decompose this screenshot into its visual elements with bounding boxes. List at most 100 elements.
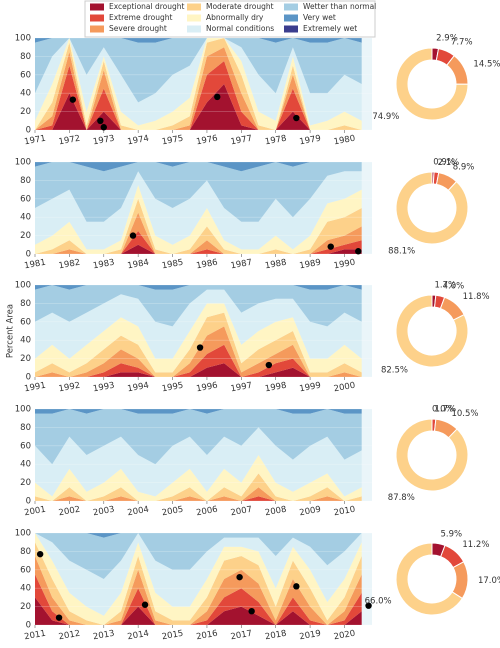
area-layer bbox=[35, 162, 362, 172]
y-axis-label: Percent Area bbox=[6, 304, 16, 358]
area-layer bbox=[35, 533, 362, 579]
donut-label: 0.9% bbox=[433, 158, 455, 168]
area-layer bbox=[35, 38, 362, 130]
area-layer bbox=[35, 38, 362, 130]
x-tick-label: 1999 bbox=[299, 381, 322, 395]
legend-label: Moderate drought bbox=[206, 2, 274, 11]
area-layer bbox=[35, 303, 362, 373]
area-layer bbox=[35, 289, 362, 359]
area-layer bbox=[35, 47, 362, 131]
drought-point bbox=[69, 96, 77, 103]
y-tick-label: 0 bbox=[26, 126, 31, 136]
y-tick-label: 60 bbox=[20, 194, 31, 204]
x-tick-label: 2018 bbox=[264, 629, 287, 643]
donut-label: 0.0% bbox=[432, 405, 454, 415]
donut-slice bbox=[395, 47, 469, 121]
x-tick-label: 2004 bbox=[127, 505, 150, 519]
area-layer bbox=[35, 409, 362, 414]
y-tick-label: 0 bbox=[26, 497, 31, 507]
y-tick-label: 20 bbox=[20, 231, 31, 241]
area-layer bbox=[35, 533, 362, 538]
legend-label: Exceptional drought bbox=[109, 2, 185, 11]
donut-slice bbox=[395, 171, 469, 245]
donut-label: 11.8% bbox=[463, 292, 490, 302]
x-tick-label: 2020 bbox=[333, 629, 356, 643]
x-tick-label: 1993 bbox=[92, 381, 115, 395]
y-tick-label: 40 bbox=[20, 213, 31, 223]
legend-swatch bbox=[284, 3, 298, 11]
donut-label: 14.5% bbox=[473, 60, 500, 70]
x-tick-label: 1982 bbox=[58, 258, 81, 272]
area-layer bbox=[35, 171, 362, 250]
x-tick-label: 1976 bbox=[196, 134, 219, 148]
legend-swatch bbox=[187, 14, 201, 22]
drought-point bbox=[365, 602, 372, 609]
legend-label: Normal conditions bbox=[206, 24, 274, 33]
area-layer bbox=[35, 427, 362, 497]
x-tick-label: 2011 bbox=[24, 629, 47, 643]
y-tick-label: 100 bbox=[15, 529, 31, 539]
donut-label: 1.7% bbox=[434, 405, 456, 415]
x-tick-label: 2012 bbox=[58, 629, 81, 643]
drought-point bbox=[293, 583, 300, 590]
x-tick-label: 1972 bbox=[58, 134, 81, 148]
drought-point bbox=[55, 614, 63, 621]
area-layer bbox=[35, 455, 362, 501]
y-tick-label: 80 bbox=[20, 423, 31, 433]
legend-swatch bbox=[187, 3, 201, 11]
y-tick-label: 80 bbox=[20, 299, 31, 309]
x-tick-label: 1971 bbox=[24, 134, 47, 148]
drought-point bbox=[355, 248, 362, 255]
x-tick-label: 1973 bbox=[92, 134, 115, 148]
drought-point bbox=[129, 232, 137, 239]
y-tick-label: 0 bbox=[26, 621, 31, 631]
legend-swatch bbox=[284, 25, 298, 33]
area-layer bbox=[35, 409, 362, 465]
area-layer bbox=[35, 487, 362, 501]
legend-swatch bbox=[284, 14, 298, 22]
x-tick-label: 2010 bbox=[333, 505, 356, 519]
legend-swatch bbox=[90, 25, 104, 33]
area-layer bbox=[35, 38, 362, 103]
area-layer bbox=[35, 533, 362, 625]
area-layer bbox=[35, 473, 362, 501]
drought-point bbox=[196, 344, 204, 351]
x-tick-label: 2017 bbox=[230, 629, 253, 643]
y-tick-label: 0 bbox=[26, 250, 31, 260]
x-tick-label: 1987 bbox=[230, 258, 253, 272]
area-layer bbox=[35, 38, 362, 126]
area-layer bbox=[35, 533, 362, 616]
x-tick-label: 1983 bbox=[92, 258, 115, 272]
legend-label: Extreme drought bbox=[109, 13, 172, 22]
x-tick-label: 1974 bbox=[127, 134, 150, 148]
y-tick-label: 80 bbox=[20, 176, 31, 186]
x-tick-label: 1985 bbox=[161, 258, 184, 272]
donut-label: 7.7% bbox=[451, 38, 473, 48]
y-tick-label: 40 bbox=[20, 89, 31, 99]
donut-label: 82.5% bbox=[381, 366, 408, 376]
x-tick-label: 2015 bbox=[161, 629, 184, 643]
x-tick-label: 1986 bbox=[196, 258, 219, 272]
y-tick-label: 100 bbox=[15, 158, 31, 168]
x-tick-label: 1975 bbox=[161, 134, 184, 148]
y-tick-label: 20 bbox=[20, 107, 31, 117]
area-layer bbox=[35, 84, 362, 130]
area-layer bbox=[35, 285, 362, 290]
donut-label: 88.1% bbox=[388, 246, 415, 256]
y-tick-label: 40 bbox=[20, 584, 31, 594]
legend-box bbox=[84, 0, 376, 38]
donut-label: 2.1% bbox=[438, 158, 460, 168]
drought-point bbox=[265, 361, 273, 369]
x-tick-label: 2006 bbox=[196, 505, 219, 519]
area-layer bbox=[35, 363, 362, 377]
area-layer bbox=[35, 326, 362, 377]
y-tick-label: 60 bbox=[20, 565, 31, 575]
legend: Exceptional drought Extreme drought Severe… bbox=[90, 2, 376, 33]
area-layer bbox=[35, 212, 362, 254]
x-tick-label: 1978 bbox=[264, 134, 287, 148]
area-layer bbox=[35, 38, 362, 43]
legend-swatch bbox=[90, 3, 104, 11]
x-tick-label: 1988 bbox=[264, 258, 287, 272]
donut-label: 8.9% bbox=[453, 162, 475, 172]
